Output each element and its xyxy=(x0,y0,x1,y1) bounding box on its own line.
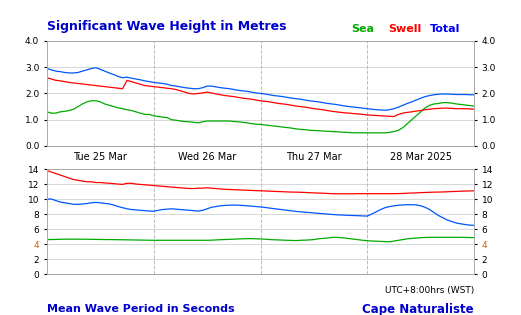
Text: UTC+8:00hrs (WST): UTC+8:00hrs (WST) xyxy=(385,286,474,295)
Text: Cape Naturaliste: Cape Naturaliste xyxy=(363,303,474,315)
Text: 28 Mar 2025: 28 Mar 2025 xyxy=(390,152,452,163)
Text: Total: Total xyxy=(430,24,460,33)
Text: Wed 26 Mar: Wed 26 Mar xyxy=(178,152,236,163)
Text: Significant Wave Height in Metres: Significant Wave Height in Metres xyxy=(47,20,287,33)
Text: Tue 25 Mar: Tue 25 Mar xyxy=(73,152,127,163)
Text: Swell: Swell xyxy=(388,24,421,33)
Text: Mean Wave Period in Seconds: Mean Wave Period in Seconds xyxy=(47,304,234,314)
Text: Sea: Sea xyxy=(352,24,375,33)
Text: Thu 27 Mar: Thu 27 Mar xyxy=(286,152,342,163)
